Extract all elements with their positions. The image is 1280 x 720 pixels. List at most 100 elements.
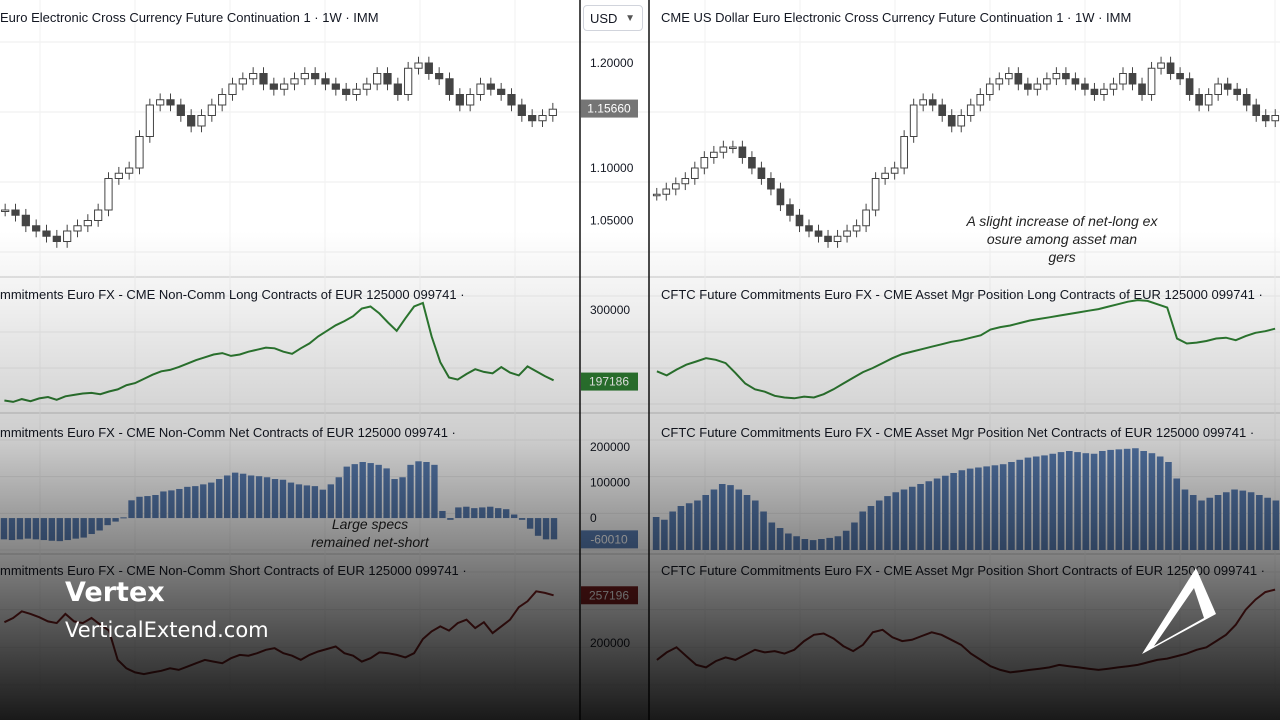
net-bar [801,539,809,550]
candle-body [259,73,268,85]
y-tick-label: 200000 [590,636,630,650]
net-bar [1222,492,1230,550]
net-bar [751,500,759,550]
candle-body [1242,94,1251,106]
net-bar [1256,495,1263,550]
candle-body [507,94,516,106]
net-bar [851,522,858,550]
net-bar [842,530,850,550]
net-bar [487,506,494,519]
candle-body [435,73,444,80]
candle-body [476,83,485,95]
net-bar [168,490,175,519]
net-bar [809,540,817,550]
net-bar [652,517,660,550]
net-bar [1189,495,1197,550]
candle-body [1119,73,1127,85]
net-bar [1041,455,1048,550]
candle-body [862,209,870,227]
net-bar [88,518,95,535]
candle-body [1138,83,1146,95]
net-bar [200,484,207,519]
net-bar [375,464,382,519]
candle-body [321,78,330,85]
net-bar [1206,497,1214,550]
net-bar [1074,452,1081,550]
net-bar [351,464,358,519]
net-bar [1165,462,1172,550]
net-bar [192,486,199,519]
candle-body [671,183,680,190]
candle-body [1185,78,1194,95]
net-bar [1008,462,1015,550]
candle-body [900,136,908,169]
net-bar [0,518,8,540]
net-bar [892,492,900,550]
candle-body [1109,83,1118,90]
candle-body [125,167,134,174]
net-bar [32,518,40,540]
net-bar [1024,457,1032,550]
net-bar [423,462,430,519]
candle-body [985,83,994,95]
net-bar [40,518,48,541]
net-bar [975,467,982,550]
net-bar [407,464,414,519]
net-bar [677,506,685,550]
candle-body [528,115,537,122]
candle-body [249,73,258,80]
series-line [4,301,555,403]
candle-body [957,115,966,127]
net-bar [96,518,103,531]
chart-title: CFTC Future Commitments Euro FX - CME As… [661,287,1263,302]
y-tick-label: 0 [590,511,597,525]
net-bar [176,488,183,519]
net-bar [1148,453,1156,550]
candle-body [1214,83,1222,95]
candle-body [73,225,82,232]
net-bar [685,503,693,550]
candle-body [938,104,947,116]
net-bar [1214,495,1222,550]
candle-body [919,99,928,106]
candle-body [145,104,154,137]
net-bar [510,514,518,519]
net-bar [479,507,486,519]
chart-title: CME US Dollar Euro Electronic Cross Curr… [661,10,1131,25]
currency-selector[interactable]: USD ▼ [583,5,643,31]
net-bar [908,486,916,550]
candle-body [1252,104,1261,116]
net-bar [216,479,223,519]
annotation-text: Large specs [332,516,408,532]
net-bar [1123,448,1131,550]
candle-body [1195,94,1203,106]
net-bar [834,536,842,550]
candle-body [1004,73,1013,80]
net-bar [526,518,534,529]
candle-body [218,94,227,106]
last-value-label: 257196 [589,588,629,602]
net-bar [669,511,676,550]
candle-body [331,83,340,90]
net-bar [534,518,542,536]
net-bar [287,482,295,519]
candle-body [290,78,299,85]
candle-body [710,151,718,158]
candle-body [404,67,413,95]
candle-body [700,157,709,169]
net-bar [884,496,891,550]
net-bar [24,518,32,539]
candle-body [1043,78,1051,85]
candle-body [776,188,785,206]
candle-body [1176,73,1184,80]
net-bar [80,518,87,538]
chart-0 [1,56,557,248]
candle-body [928,99,937,106]
last-value-label: -60010 [590,532,628,546]
candle-body [719,146,728,153]
candle-body [1147,67,1156,95]
net-bar [1156,456,1164,550]
candle-body [311,73,320,80]
net-bar [1057,452,1065,550]
net-bar [702,495,710,550]
